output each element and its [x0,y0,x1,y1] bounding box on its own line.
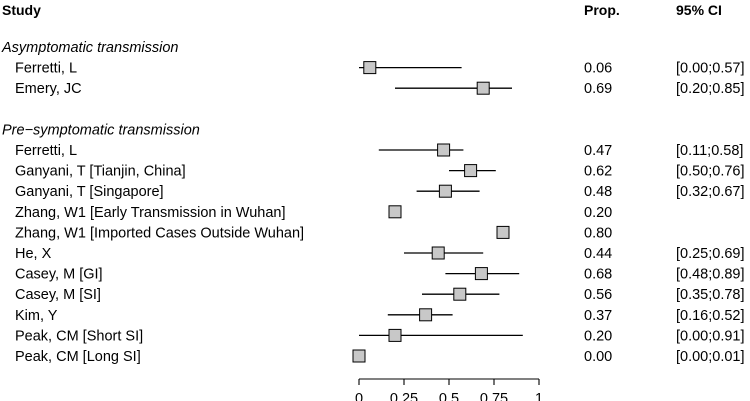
prop-value: 0.20 [584,205,612,221]
estimate-box [431,246,445,260]
ci-value: [0.48;0.89] [676,267,745,283]
ci-value: [0.16;0.52] [676,308,745,324]
estimate-box [352,349,366,363]
prop-value: 0.47 [584,143,612,159]
estimate-box [363,61,377,75]
study-label: Zhang, W1 [Early Transmission in Wuhan] [15,205,286,221]
study-label: He, X [15,246,52,262]
study-label: Peak, CM [Long SI] [15,349,141,365]
ci-value: [0.50;0.76] [676,164,745,180]
estimate-box [419,308,433,322]
ci-value: [0.00;0.57] [676,61,745,77]
prop-value: 0.56 [584,287,612,303]
estimate-box [476,81,490,95]
forest-rows: Asymptomatic transmission Ferretti, L 0.06… [1,40,745,365]
header-study: Study [2,2,41,18]
estimate-box [437,143,451,157]
prop-value: 0.00 [584,349,612,365]
tick-label: 0.25 [390,391,418,401]
study-label: Ferretti, L [15,143,77,159]
ci-value: [0.11;0.58] [676,143,743,159]
ci-value: [0.00;0.91] [676,328,745,344]
header-prop: Prop. [584,2,620,18]
study-label: Casey, M [GI] [15,267,103,283]
study-label: Ganyani, T [Tianjin, China] [15,164,186,180]
tick-label: 0.75 [480,391,508,401]
header-ci: 95% CI [676,2,722,18]
prop-value: 0.20 [584,328,612,344]
prop-value: 0.62 [584,164,612,180]
study-label: Peak, CM [Short SI] [15,328,143,344]
study-label: Ganyani, T [Singapore] [15,184,164,200]
x-axis: 0 0.25 0.5 0.75 1 [355,378,543,401]
study-label: Ferretti, L [15,61,77,77]
prop-value: 0.06 [584,61,612,77]
study-label: Kim, Y [15,308,58,324]
estimate-box [388,328,402,342]
prop-value: 0.68 [584,267,612,283]
estimate-box [474,267,488,281]
prop-value: 0.44 [584,246,612,262]
group-label: Asymptomatic transmission [1,40,178,56]
estimate-box [496,225,510,239]
estimate-box [438,184,452,198]
study-label: Casey, M [SI] [15,287,101,303]
ci-value: [0.25;0.69] [676,246,745,262]
ci-value: [0.20;0.85] [676,81,745,97]
prop-value: 0.80 [584,225,612,241]
estimate-box [388,205,402,219]
prop-value: 0.69 [584,81,612,97]
study-label: Emery, JC [15,81,82,97]
tick-label: 1 [535,391,543,401]
ci-value: [0.00;0.01] [676,349,745,365]
estimate-box [453,287,467,301]
prop-value: 0.37 [584,308,612,324]
study-label: Zhang, W1 [Imported Cases Outside Wuhan] [15,225,304,241]
ci-value: [0.32;0.67] [676,184,745,200]
group-label: Pre−symptomatic transmission [2,122,200,138]
tick-label: 0 [355,391,363,401]
tick-label: 0.5 [439,391,459,401]
estimate-box [464,164,478,178]
prop-value: 0.48 [584,184,612,200]
ci-value: [0.35;0.78] [676,287,745,303]
